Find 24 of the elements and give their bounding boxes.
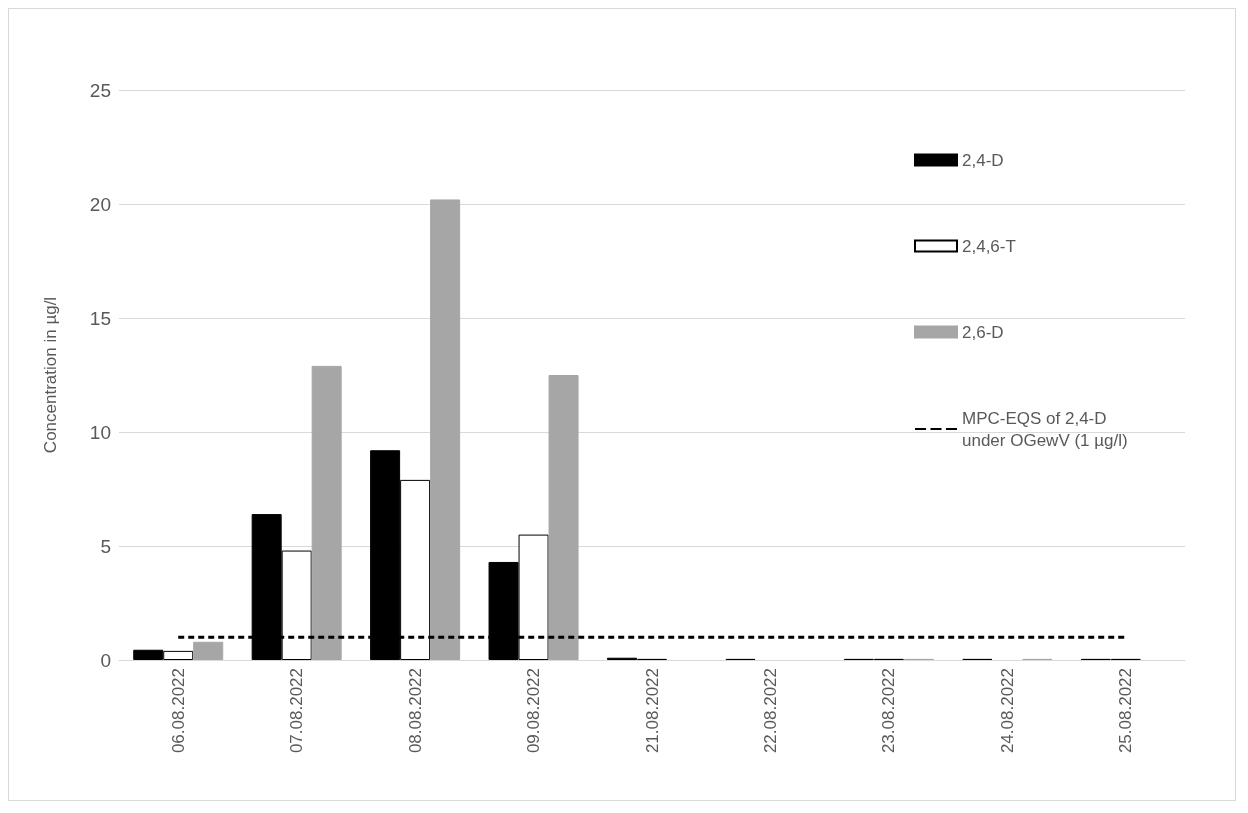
- x-tick-label: 21.08.2022: [642, 668, 662, 754]
- y-tick-label: 10: [89, 421, 111, 443]
- legend-label: MPC-EQS of 2,4-D under OGewV (1 µg/l): [962, 408, 1128, 450]
- x-tick-label: 25.08.2022: [1116, 668, 1136, 754]
- y-tick-label: 15: [89, 307, 111, 329]
- y-tick-label: 0: [100, 649, 111, 671]
- bar: [548, 375, 579, 660]
- y-tick-label: 20: [89, 193, 111, 215]
- bar: [193, 641, 224, 660]
- legend-label: 2,6-D: [962, 322, 1004, 342]
- y-tick-label: 25: [89, 79, 111, 101]
- x-tick-label: 22.08.2022: [760, 668, 780, 754]
- y-axis-title: Concentration in µg/l: [41, 296, 60, 454]
- bar: [430, 199, 461, 660]
- bar: [311, 365, 342, 660]
- y-tick-label: 5: [100, 535, 111, 557]
- x-tick-label: 23.08.2022: [879, 668, 899, 754]
- x-tick-label: 24.08.2022: [997, 668, 1017, 754]
- legend-label: 2,4,6-T: [962, 236, 1016, 256]
- x-tick-label: 08.08.2022: [405, 668, 425, 754]
- x-tick-label: 06.08.2022: [168, 668, 188, 754]
- x-tick-label: 07.08.2022: [287, 668, 307, 754]
- legend-label: 2,4-D: [962, 150, 1004, 170]
- x-tick-label: 09.08.2022: [524, 668, 544, 754]
